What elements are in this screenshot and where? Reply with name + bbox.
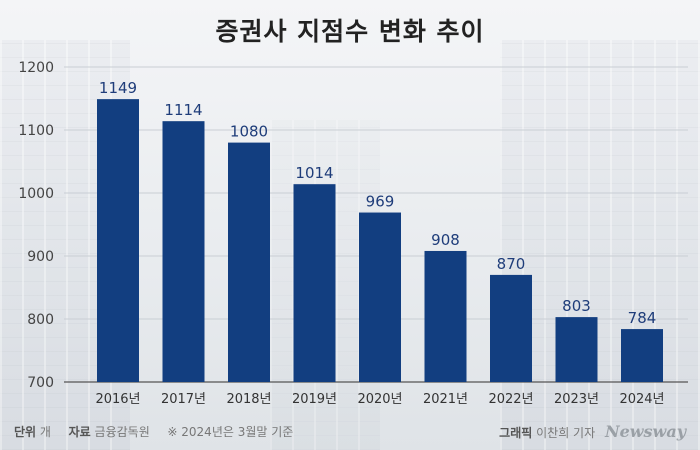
x-tick-label: 2016년 [95, 392, 140, 407]
x-tick-label: 2019년 [292, 392, 337, 407]
bar [359, 212, 401, 382]
unit-label: 단위 [14, 425, 37, 439]
credit: 그래픽 이찬희 기자 Newsway [499, 422, 686, 441]
x-tick-label: 2022년 [488, 392, 533, 407]
y-tick-label: 1200 [18, 60, 54, 76]
data-label: 1014 [295, 164, 333, 182]
x-tick-label: 2017년 [161, 392, 206, 407]
data-label: 803 [562, 297, 591, 315]
unit-value: 개 [39, 425, 51, 439]
data-label: 969 [366, 193, 395, 211]
x-tick-label: 2018년 [226, 392, 271, 407]
bar [555, 317, 598, 382]
data-label: 1080 [230, 123, 268, 141]
chart-title: 증권사 지점수 변화 추이 [215, 17, 485, 46]
brand-logo: Newsway [604, 422, 686, 441]
data-label: 1149 [99, 79, 137, 97]
data-label: 870 [497, 255, 526, 273]
bar [97, 99, 139, 382]
y-tick-label: 800 [27, 312, 54, 328]
y-tick-label: 900 [27, 249, 54, 265]
bar [228, 142, 270, 382]
x-tick-label: 2023년 [554, 392, 599, 407]
bar [293, 184, 336, 382]
data-label: 908 [431, 231, 460, 249]
footnote: ※ 2024년은 3월말 기준 [167, 425, 294, 439]
x-tick-label: 2020년 [357, 392, 402, 407]
credit-author: 이찬희 기자 [536, 426, 596, 440]
source-value: 금융감독원 [94, 425, 150, 439]
chart-footer: 단위 개 자료 금융감독원 ※ 2024년은 3월말 기준 [14, 423, 293, 440]
y-tick-label: 1000 [18, 186, 54, 202]
source-label: 자료 [68, 425, 91, 439]
bar [424, 250, 467, 382]
data-label: 784 [628, 309, 657, 327]
bar [490, 274, 532, 382]
data-label: 1114 [164, 101, 202, 119]
y-tick-label: 1100 [18, 123, 54, 139]
credit-role: 그래픽 [499, 426, 533, 440]
x-tick-label: 2021년 [423, 392, 468, 407]
y-tick-label: 700 [27, 375, 54, 391]
bar [162, 121, 205, 383]
x-tick-label: 2024년 [619, 392, 664, 407]
bar [621, 329, 663, 382]
